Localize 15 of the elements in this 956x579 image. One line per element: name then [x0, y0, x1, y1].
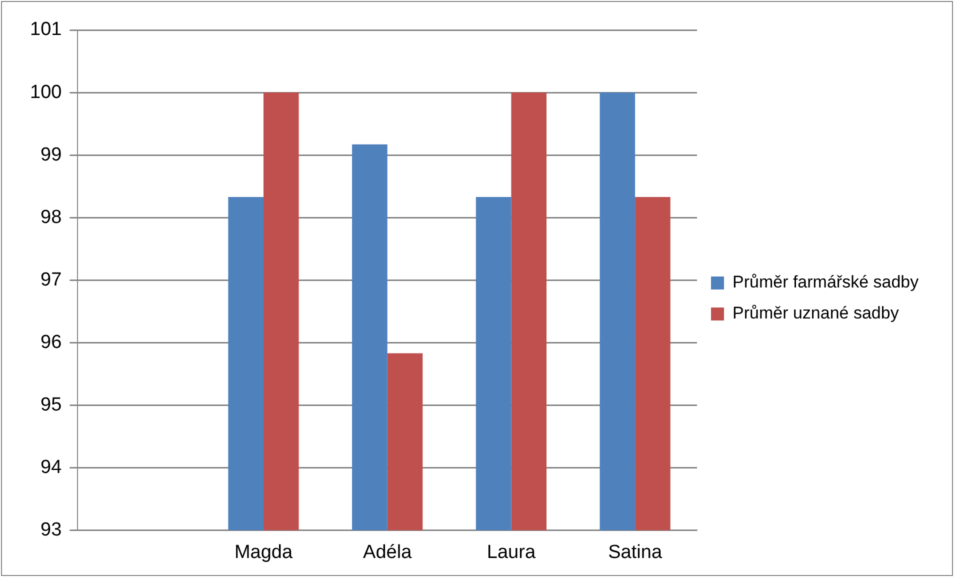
- x-tick-label: Satina: [608, 542, 662, 563]
- x-tick-label: Laura: [486, 542, 536, 563]
- x-tick-label: Adéla: [363, 542, 412, 563]
- y-tick-label: 98: [40, 206, 62, 228]
- y-tick-label: 100: [30, 82, 62, 103]
- legend-label: Průměr farmářské sadby: [732, 272, 920, 292]
- x-tick-label: Magda: [234, 542, 293, 563]
- y-tick-label: 95: [40, 394, 62, 416]
- y-tick-label: 96: [40, 332, 62, 353]
- y-tick-label: 93: [40, 519, 62, 540]
- y-tick-label: 101: [30, 19, 62, 40]
- legend-label: Průměr uznané sadby: [732, 304, 900, 323]
- y-tick-label: 94: [40, 456, 62, 478]
- y-tick-label: 99: [40, 144, 62, 166]
- y-tick-label: 97: [40, 269, 62, 290]
